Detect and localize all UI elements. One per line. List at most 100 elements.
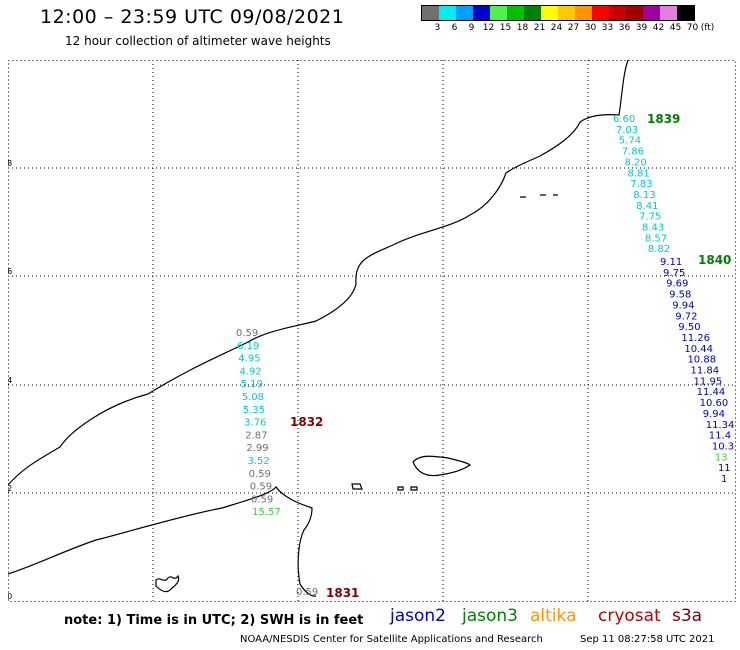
color-swatch — [660, 6, 677, 20]
pass-time-label: 1831 — [326, 586, 359, 600]
wave-height-value: 11.95 — [694, 376, 723, 387]
wave-height-color-scale — [421, 5, 695, 21]
color-swatch — [524, 6, 541, 20]
map-subtitle: 12 hour collection of altimeter wave hei… — [65, 34, 331, 48]
pass-time-label: 1840 — [698, 253, 731, 267]
wave-height-value: 0.59 — [251, 494, 273, 505]
wave-height-value: 3.52 — [248, 456, 270, 467]
altimeter-pass: 9.119.759.699.589.949.729.5011.2610.4410… — [660, 253, 734, 485]
pass-time-label: 1839 — [647, 112, 680, 126]
map-title: 12:00 – 23:59 UTC 09/08/2021 — [40, 6, 345, 28]
altimeter-pass: 0.59 1831 — [296, 586, 359, 600]
satellite-name: cryosat — [598, 606, 661, 626]
island-small-2 — [397, 486, 404, 491]
wave-height-value: 9.72 — [675, 311, 697, 322]
satellite-name: s3a — [672, 606, 703, 626]
wave-height-value: 11.4 — [709, 431, 731, 442]
wave-height-value: 8.20 — [625, 157, 647, 168]
coastline-main — [8, 60, 629, 486]
wave-height-value: 8.81 — [628, 168, 650, 179]
wave-height-value: 5.19 — [241, 379, 263, 390]
wave-height-value: 9.50 — [678, 322, 700, 333]
color-scale-label: 6 — [451, 23, 458, 33]
island-small-1 — [351, 483, 363, 490]
color-swatch — [558, 6, 575, 20]
latitude-label: 14 — [8, 376, 12, 385]
wave-height-value: 1 — [721, 474, 727, 485]
wave-height-value: 13 — [715, 452, 728, 463]
altimeter-map: 201816141210454851545760a 6.607.035.747.… — [8, 60, 736, 602]
wave-height-value: 11.26 — [681, 333, 710, 344]
inlet-ragged — [155, 574, 180, 593]
coastline-south — [8, 486, 317, 597]
wave-height-value: 3.76 — [244, 418, 266, 429]
color-swatch — [456, 6, 473, 20]
color-scale-label: 36 — [618, 23, 631, 33]
color-scale-unit: (ft) — [700, 23, 715, 33]
color-scale-label: 70 — [686, 23, 699, 33]
latitude-label: 10 — [8, 592, 12, 601]
island-large — [412, 455, 471, 477]
wave-height-value: 9.94 — [703, 409, 725, 420]
wave-height-value: 10.44 — [684, 344, 713, 355]
wave-height-value: 2.87 — [245, 430, 267, 441]
color-swatch — [490, 6, 507, 20]
units-note: note: 1) Time is in UTC; 2) SWH is in fe… — [64, 613, 364, 628]
satellite-name: jason2 — [390, 606, 446, 626]
color-swatch — [422, 6, 439, 20]
wave-height-value: 8.41 — [636, 201, 658, 212]
color-scale-label: 42 — [652, 23, 665, 33]
wave-height-value: 7.75 — [639, 212, 661, 223]
coastline — [8, 60, 629, 597]
wave-height-value: 8.43 — [642, 223, 664, 234]
color-scale-label: 24 — [550, 23, 563, 33]
wave-height-value: 5.74 — [619, 136, 641, 147]
color-scale-label: 9 — [468, 23, 475, 33]
wave-height-value: 10.60 — [700, 398, 729, 409]
wave-height-value: 8.13 — [633, 190, 655, 201]
color-scale-label: 3 — [434, 23, 441, 33]
latitude-label: 16 — [8, 267, 12, 276]
wave-height-value: 10.3 — [712, 441, 734, 452]
color-swatch — [626, 6, 643, 20]
color-swatch — [507, 6, 524, 20]
wave-height-value: 2.99 — [246, 443, 268, 454]
altimeter-pass: 0.59 6.19 4.954.92 5.19 5.08 5.35 3.762.87 2.99… — [236, 328, 323, 518]
wave-height-value: 0.59 — [249, 469, 271, 480]
satellite-name: jason3 — [462, 606, 518, 626]
wave-height-value: 0.59 — [296, 587, 318, 598]
generated-timestamp: Sep 11 08:27:58 UTC 2021 — [580, 634, 715, 645]
axis-labels: 201816141210454851545760a — [8, 159, 12, 601]
wave-height-value: 9.75 — [663, 268, 685, 279]
wave-height-value: 9.58 — [669, 290, 691, 301]
wave-height-value: 7.03 — [616, 125, 638, 136]
wave-height-value: 6.60 — [613, 114, 635, 125]
wave-height-value: 5.35 — [243, 405, 265, 416]
color-scale-label: 39 — [635, 23, 648, 33]
wave-height-value: 6.19 — [237, 341, 259, 352]
color-scale-label: 12 — [482, 23, 495, 33]
latitude-label: 12 — [8, 484, 12, 493]
wave-height-value: 11.84 — [691, 366, 720, 377]
color-swatch — [439, 6, 456, 20]
wave-height-value: 4.92 — [239, 366, 261, 377]
color-swatch — [609, 6, 626, 20]
color-scale-label: 21 — [533, 23, 546, 33]
altimeter-passes: 6.607.035.747.868.208.817.838.138.417.75… — [236, 112, 734, 600]
color-swatch — [541, 6, 558, 20]
color-scale-label: 15 — [499, 23, 512, 33]
latitude-label: 18 — [8, 159, 12, 168]
color-scale-label: 45 — [669, 23, 682, 33]
wave-height-value: 15.57 — [252, 507, 281, 518]
wave-height-value: 8.57 — [645, 233, 667, 244]
color-scale-label: 30 — [584, 23, 597, 33]
color-scale-label: 33 — [601, 23, 614, 33]
wave-height-value: 7.83 — [630, 179, 652, 190]
wave-height-value: 10.88 — [687, 355, 716, 366]
altimeter-pass: 6.607.035.747.868.208.817.838.138.417.75… — [613, 112, 680, 255]
wave-height-value: 11.34 — [706, 420, 735, 431]
wave-height-value: 9.94 — [672, 300, 694, 311]
color-scale-label: 27 — [567, 23, 580, 33]
wave-height-value: 11 — [718, 463, 731, 474]
wave-height-value: 0.59 — [250, 482, 272, 493]
